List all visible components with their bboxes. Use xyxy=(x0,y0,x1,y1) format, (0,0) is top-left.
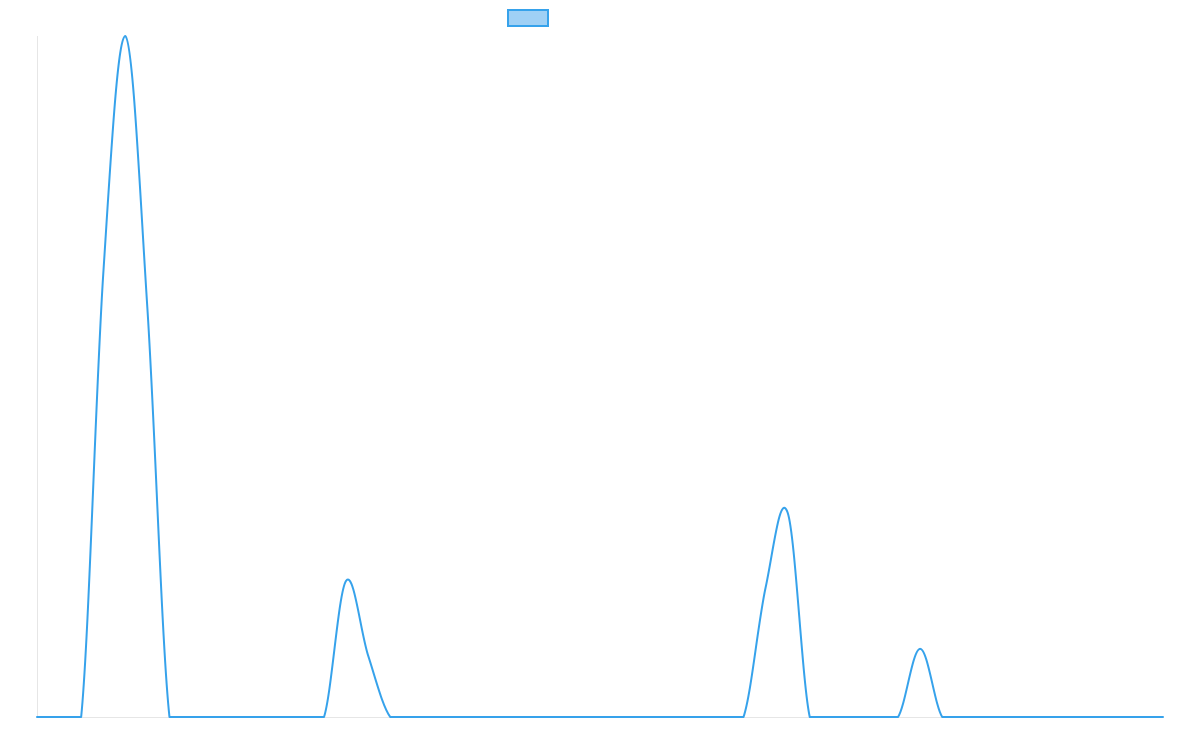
data-point-22[interactable] xyxy=(520,714,526,720)
data-point-49[interactable] xyxy=(1116,714,1122,720)
data-point-2[interactable] xyxy=(78,714,84,720)
data-point-24[interactable] xyxy=(564,714,570,720)
data-point-14[interactable] xyxy=(343,578,349,584)
data-point-17[interactable] xyxy=(409,714,415,720)
data-point-51[interactable] xyxy=(1160,714,1166,720)
data-point-42[interactable] xyxy=(961,714,967,720)
data-point-3[interactable] xyxy=(100,271,106,277)
data-point-36[interactable] xyxy=(829,714,835,720)
legend[interactable] xyxy=(507,9,549,27)
data-point-47[interactable] xyxy=(1072,714,1078,720)
data-point-21[interactable] xyxy=(498,714,504,720)
data-point-10[interactable] xyxy=(255,714,261,720)
series-line-0[interactable] xyxy=(36,35,1164,719)
data-point-46[interactable] xyxy=(1050,714,1056,720)
data-point-15[interactable] xyxy=(365,653,371,659)
data-point-20[interactable] xyxy=(476,714,482,720)
data-point-11[interactable] xyxy=(277,714,283,720)
data-point-45[interactable] xyxy=(1028,714,1034,720)
data-point-26[interactable] xyxy=(608,714,614,720)
data-point-23[interactable] xyxy=(542,714,548,720)
data-point-44[interactable] xyxy=(1005,714,1011,720)
data-point-9[interactable] xyxy=(233,714,239,720)
data-point-32[interactable] xyxy=(741,714,747,720)
data-point-28[interactable] xyxy=(652,714,658,720)
data-point-48[interactable] xyxy=(1094,714,1100,720)
data-point-29[interactable] xyxy=(674,714,680,720)
data-point-34[interactable] xyxy=(785,510,791,516)
data-point-6[interactable] xyxy=(166,714,172,720)
data-point-4[interactable] xyxy=(122,33,128,39)
data-point-38[interactable] xyxy=(873,714,879,720)
data-point-41[interactable] xyxy=(939,714,945,720)
legend-swatch[interactable] xyxy=(507,9,549,27)
data-point-30[interactable] xyxy=(696,714,702,720)
data-point-43[interactable] xyxy=(983,714,989,720)
data-point-35[interactable] xyxy=(807,714,813,720)
data-point-13[interactable] xyxy=(321,714,327,720)
data-point-19[interactable] xyxy=(453,714,459,720)
data-point-27[interactable] xyxy=(630,714,636,720)
data-point-40[interactable] xyxy=(917,646,923,652)
data-point-12[interactable] xyxy=(299,714,305,720)
series-layer xyxy=(34,33,1166,720)
data-point-8[interactable] xyxy=(211,714,217,720)
data-point-31[interactable] xyxy=(718,714,724,720)
data-point-50[interactable] xyxy=(1138,714,1144,720)
data-point-0[interactable] xyxy=(34,714,40,720)
data-point-39[interactable] xyxy=(895,714,901,720)
data-point-37[interactable] xyxy=(851,714,857,720)
data-point-7[interactable] xyxy=(189,714,195,720)
data-point-18[interactable] xyxy=(431,714,437,720)
data-point-5[interactable] xyxy=(144,305,150,311)
data-point-25[interactable] xyxy=(586,714,592,720)
data-point-33[interactable] xyxy=(763,585,769,591)
data-point-1[interactable] xyxy=(56,714,62,720)
data-point-16[interactable] xyxy=(387,714,393,720)
